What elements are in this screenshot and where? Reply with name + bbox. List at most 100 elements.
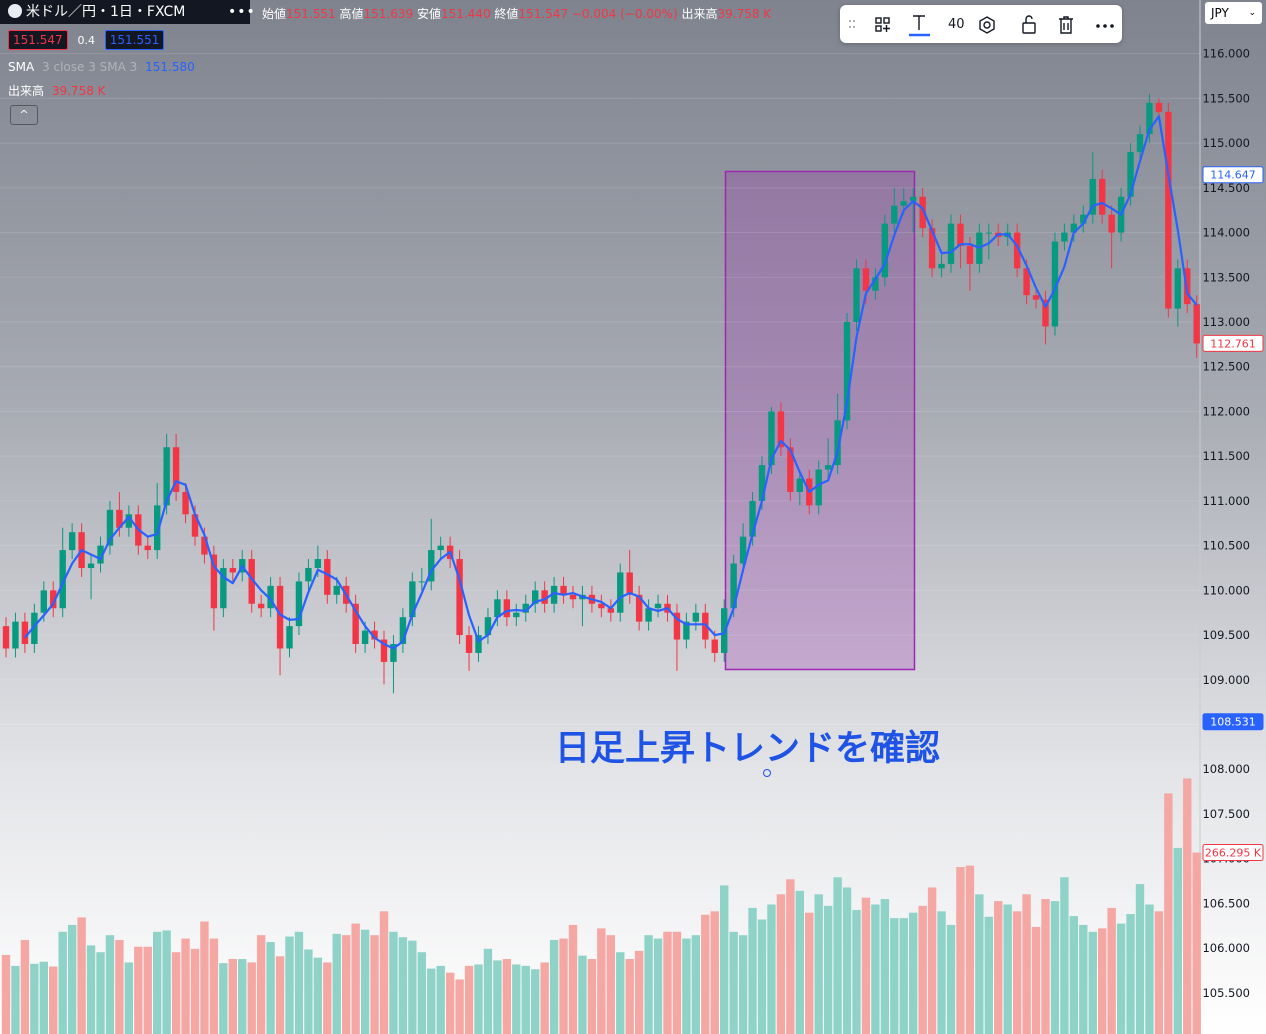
volume-bar (975, 894, 984, 1034)
price-tag-label: 108.531 (1210, 716, 1256, 729)
volume-bar (427, 968, 436, 1034)
font-size[interactable]: 40 (948, 17, 965, 32)
candle-body (758, 465, 766, 501)
y-tick-label: 112.000 (1202, 404, 1250, 418)
volume-bar (67, 924, 77, 1034)
candle-body (928, 228, 936, 269)
volume-bar (861, 897, 871, 1034)
candle-body (824, 465, 832, 470)
settings-icon[interactable] (979, 16, 995, 34)
volume-bar (965, 865, 975, 1034)
candle-body (834, 420, 841, 466)
volume-bar (134, 946, 143, 1034)
lock-icon[interactable] (1022, 15, 1036, 34)
candle-body (191, 514, 199, 537)
drag-handle[interactable] (853, 26, 855, 28)
y-tick-label: 115.500 (1202, 91, 1250, 105)
candle-body (361, 630, 369, 645)
candle-body (843, 322, 851, 421)
volume-bar (86, 945, 96, 1034)
symbol[interactable]: 米ドル／円・1日・FXCM (26, 4, 186, 20)
candle-body (154, 505, 161, 551)
candle-body (626, 572, 633, 595)
drag-handle[interactable] (853, 20, 855, 22)
volume-bar (814, 894, 823, 1034)
price-tag (1202, 334, 1264, 352)
volume-label: 出来高 (681, 7, 718, 21)
volume-bar (474, 964, 483, 1034)
volume-bar (701, 914, 710, 1034)
volume-bar (710, 911, 719, 1034)
volume-bar (1069, 916, 1079, 1034)
indicator-name: SMA (8, 60, 35, 74)
text-color-icon[interactable] (909, 15, 930, 37)
candle-body (484, 617, 492, 636)
volume-bar (115, 939, 124, 1034)
delete-icon[interactable] (1059, 16, 1073, 34)
candle-body (777, 411, 785, 448)
candle-body (550, 585, 558, 604)
candle-body (645, 608, 652, 622)
drag-handle[interactable] (849, 26, 851, 28)
volume-bar (342, 935, 351, 1034)
annotation[interactable]: 日足上昇トレンドを確認 (555, 729, 940, 769)
candle-body (1136, 134, 1144, 153)
flag-icon (8, 4, 22, 18)
y-tick-label: 110.500 (1202, 539, 1250, 553)
symbol-bar[interactable]: 米ドル／円・1日・FXCM ••• (0, 0, 255, 24)
volume-bar (994, 901, 1003, 1034)
indicator-value: 151.580 (145, 60, 195, 74)
y-tick-label: 110.000 (1202, 583, 1250, 597)
toolbar-icons (849, 15, 1114, 37)
volume-bar (606, 935, 615, 1034)
volume-bar (634, 950, 644, 1034)
candle-body (1080, 214, 1087, 224)
volume-bar (521, 965, 530, 1034)
indicator-value: 39.758 K (51, 84, 106, 98)
candle-body (371, 630, 378, 640)
candle-body (607, 608, 614, 613)
candle-body (1032, 295, 1040, 300)
template-icon[interactable] (875, 17, 890, 32)
candle-body (1127, 152, 1134, 197)
more-icon[interactable] (1096, 24, 1114, 28)
drag-handle[interactable] (849, 20, 851, 22)
candle-body (1165, 111, 1172, 309)
volume-bar (1050, 901, 1060, 1034)
candle-body (787, 447, 794, 492)
volume-layer (1, 778, 1201, 1034)
ask[interactable]: 151.551 (104, 30, 165, 50)
volume-bar (559, 938, 568, 1034)
candle-body (881, 223, 889, 278)
volume-bar (370, 935, 379, 1034)
more-icon[interactable]: ••• (228, 4, 256, 20)
currency-select[interactable]: JPY ⌄ (1205, 2, 1262, 24)
volume-bar (124, 962, 134, 1034)
candle-body (1042, 299, 1049, 327)
y-tick-label: 109.500 (1202, 628, 1250, 642)
volume-bar (823, 905, 833, 1034)
volume-bar (58, 931, 67, 1034)
volume-bar (512, 964, 521, 1034)
volume-bar (105, 935, 115, 1034)
volume-bar (531, 969, 540, 1034)
candle-body (50, 590, 57, 609)
volume-bar (11, 965, 20, 1034)
volume-value: 39.758 K (717, 7, 772, 21)
candle-body (21, 621, 29, 645)
volume-bar (398, 937, 408, 1034)
currency[interactable]: JPY (1211, 6, 1229, 20)
volume-legend: 出来高 39.758 K (8, 82, 106, 99)
volume-bar (209, 938, 219, 1034)
collapse-button[interactable]: ^ (10, 105, 38, 125)
bid[interactable]: 151.547 (8, 30, 68, 50)
volume-bar (190, 948, 200, 1034)
candle-body (418, 581, 425, 583)
candle-body (465, 635, 473, 653)
y-tick-label: 106.500 (1202, 896, 1250, 910)
volume-bar (436, 965, 445, 1034)
candle-body (560, 585, 567, 595)
volume-bar (767, 904, 776, 1034)
volume-bar (549, 939, 559, 1034)
